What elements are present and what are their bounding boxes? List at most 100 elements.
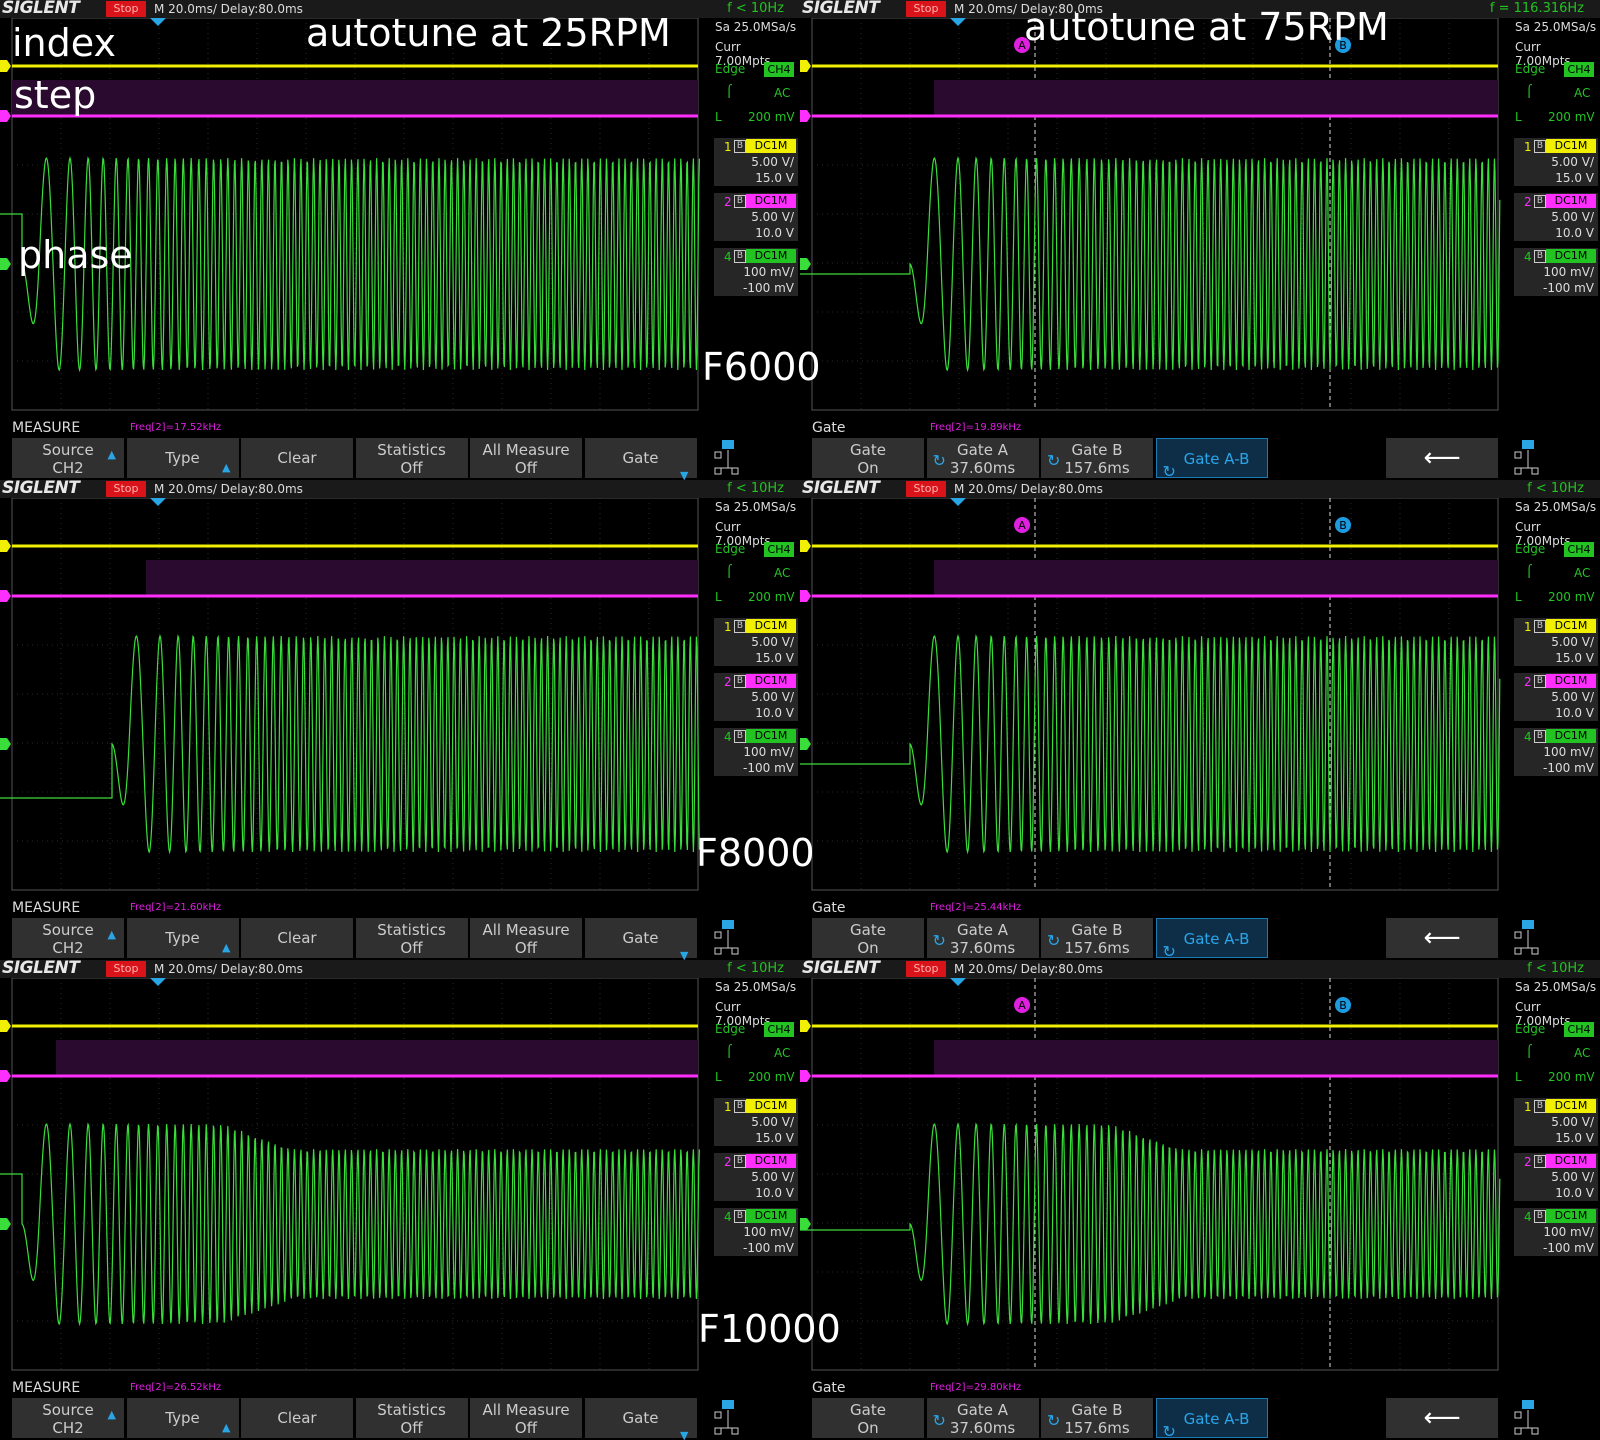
ch1-settings[interactable]: 1 B DC1M 5.00 V/15.0 V [1514, 1098, 1598, 1146]
ch4-settings[interactable]: 4 B DC1M 100 mV/ -100 mV [714, 1208, 798, 1256]
trigger-coupling[interactable]: AC [1574, 86, 1591, 100]
ch1-settings[interactable]: 1 B DC1M 5.00 V/15.0 V [1514, 618, 1598, 666]
trigger-level[interactable]: 200 mV [1548, 590, 1595, 604]
back-button[interactable]: ⟵ [1386, 1398, 1498, 1438]
back-button[interactable]: ⟵ [1386, 918, 1498, 958]
gate-button[interactable]: Gate ▼ [584, 918, 697, 960]
source-button[interactable]: Source CH2 ▲ [12, 1398, 124, 1438]
waveform-grid[interactable] [0, 978, 712, 1378]
network-icon[interactable] [1512, 438, 1598, 478]
gate-on-button[interactable]: Gate On [812, 438, 924, 478]
trigger-source-badge[interactable]: CH4 [764, 542, 794, 557]
network-icon[interactable] [712, 1398, 798, 1438]
trigger-coupling[interactable]: AC [1574, 566, 1591, 580]
network-icon[interactable] [712, 438, 798, 478]
trigger-coupling[interactable]: AC [774, 566, 791, 580]
gate-ab-button[interactable]: ↻ Gate A-B [1155, 438, 1268, 480]
ch1-settings[interactable]: 1 B DC1M 5.00 V/15.0 V [714, 1098, 798, 1146]
ch1-settings[interactable]: 1 B DC1M 5.00 V/15.0 V [1514, 138, 1598, 186]
type-button[interactable]: Type ▲ [126, 918, 239, 958]
all-measure-button[interactable]: All Measure Off [470, 438, 582, 478]
trigger-source-badge[interactable]: CH4 [1564, 62, 1594, 77]
trigger-coupling[interactable]: AC [774, 86, 791, 100]
trigger-source-badge[interactable]: CH4 [1564, 542, 1594, 557]
trigger-level[interactable]: 200 mV [1548, 1070, 1595, 1084]
trigger-slope-icon[interactable]: ⌠ [726, 564, 733, 578]
gate-a-button[interactable]: ↻ Gate A 37.60ms [926, 1398, 1039, 1438]
trigger-coupling[interactable]: AC [1574, 1046, 1591, 1060]
ch4-settings[interactable]: 4 B DC1M 100 mV/ -100 mV [1514, 1208, 1598, 1256]
all-measure-button[interactable]: All Measure Off [470, 1398, 582, 1438]
statistics-button[interactable]: Statistics Off [355, 438, 468, 478]
timebase-readout[interactable]: M 20.0ms/ Delay:80.0ms [954, 962, 1103, 976]
ch2-settings[interactable]: 2 B DC1M 5.00 V/10.0 V [714, 193, 798, 241]
ch4-settings[interactable]: 4 B DC1M 100 mV/ -100 mV [714, 728, 798, 776]
ch2-settings[interactable]: 2 B DC1M 5.00 V/10.0 V [714, 673, 798, 721]
gate-button[interactable]: Gate ▼ [584, 1398, 697, 1440]
waveform-grid[interactable] [0, 18, 712, 418]
trigger-type[interactable]: Edge [1515, 542, 1546, 556]
trigger-source-badge[interactable]: CH4 [764, 1022, 794, 1037]
network-icon[interactable] [712, 918, 798, 958]
trigger-type[interactable]: Edge [715, 62, 746, 76]
source-button[interactable]: Source CH2 ▲ [12, 438, 124, 478]
ch1-settings[interactable]: 1 B DC1M 5.00 V/15.0 V [714, 138, 798, 186]
type-button[interactable]: Type ▲ [126, 438, 239, 478]
trigger-type[interactable]: Edge [715, 542, 746, 556]
clear-button[interactable]: Clear [241, 1398, 353, 1438]
timebase-readout[interactable]: M 20.0ms/ Delay:80.0ms [954, 482, 1103, 496]
trigger-type[interactable]: Edge [715, 1022, 746, 1036]
ch2-settings[interactable]: 2 B DC1M 5.00 V/10.0 V [1514, 193, 1598, 241]
trigger-source-badge[interactable]: CH4 [764, 62, 794, 77]
gate-b-button[interactable]: ↻ Gate B 157.6ms [1041, 918, 1153, 958]
run-stop-badge[interactable]: Stop [906, 1, 946, 17]
trigger-slope-icon[interactable]: ⌠ [1526, 564, 1533, 578]
ch4-settings[interactable]: 4 B DC1M 100 mV/ -100 mV [714, 248, 798, 296]
statistics-button[interactable]: Statistics Off [355, 918, 468, 958]
gate-b-button[interactable]: ↻ Gate B 157.6ms [1041, 1398, 1153, 1438]
source-button[interactable]: Source CH2 ▲ [12, 918, 124, 958]
waveform-grid[interactable] [0, 498, 712, 898]
run-stop-badge[interactable]: Stop [106, 481, 146, 497]
run-stop-badge[interactable]: Stop [106, 1, 146, 17]
trigger-coupling[interactable]: AC [774, 1046, 791, 1060]
run-stop-badge[interactable]: Stop [106, 961, 146, 977]
ch2-settings[interactable]: 2 B DC1M 5.00 V/10.0 V [714, 1153, 798, 1201]
run-stop-badge[interactable]: Stop [906, 961, 946, 977]
ch4-settings[interactable]: 4 B DC1M 100 mV/ -100 mV [1514, 248, 1598, 296]
trigger-level[interactable]: 200 mV [748, 110, 795, 124]
trigger-slope-icon[interactable]: ⌠ [1526, 1044, 1533, 1058]
back-button[interactable]: ⟵ [1386, 438, 1498, 478]
gate-ab-button[interactable]: ↻ Gate A-B [1155, 918, 1268, 960]
clear-button[interactable]: Clear [241, 438, 353, 478]
all-measure-button[interactable]: All Measure Off [470, 918, 582, 958]
statistics-button[interactable]: Statistics Off [355, 1398, 468, 1438]
gate-a-button[interactable]: ↻ Gate A 37.60ms [926, 438, 1039, 478]
trigger-slope-icon[interactable]: ⌠ [726, 84, 733, 98]
gate-on-button[interactable]: Gate On [812, 1398, 924, 1438]
gate-a-button[interactable]: ↻ Gate A 37.60ms [926, 918, 1039, 958]
run-stop-badge[interactable]: Stop [906, 481, 946, 497]
trigger-type[interactable]: Edge [1515, 62, 1546, 76]
trigger-type[interactable]: Edge [1515, 1022, 1546, 1036]
gate-on-button[interactable]: Gate On [812, 918, 924, 958]
type-button[interactable]: Type ▲ [126, 1398, 239, 1438]
timebase-readout[interactable]: M 20.0ms/ Delay:80.0ms [154, 2, 303, 16]
gate-button[interactable]: Gate ▼ [584, 438, 697, 480]
trigger-level[interactable]: 200 mV [1548, 110, 1595, 124]
timebase-readout[interactable]: M 20.0ms/ Delay:80.0ms [954, 2, 1103, 16]
timebase-readout[interactable]: M 20.0ms/ Delay:80.0ms [154, 482, 303, 496]
trigger-source-badge[interactable]: CH4 [1564, 1022, 1594, 1037]
trigger-slope-icon[interactable]: ⌠ [726, 1044, 733, 1058]
clear-button[interactable]: Clear [241, 918, 353, 958]
gate-b-button[interactable]: ↻ Gate B 157.6ms [1041, 438, 1153, 478]
gate-ab-button[interactable]: ↻ Gate A-B [1155, 1398, 1268, 1440]
trigger-level[interactable]: 200 mV [748, 1070, 795, 1084]
timebase-readout[interactable]: M 20.0ms/ Delay:80.0ms [154, 962, 303, 976]
ch1-settings[interactable]: 1 B DC1M 5.00 V/15.0 V [714, 618, 798, 666]
ch2-settings[interactable]: 2 B DC1M 5.00 V/10.0 V [1514, 673, 1598, 721]
ch4-settings[interactable]: 4 B DC1M 100 mV/ -100 mV [1514, 728, 1598, 776]
